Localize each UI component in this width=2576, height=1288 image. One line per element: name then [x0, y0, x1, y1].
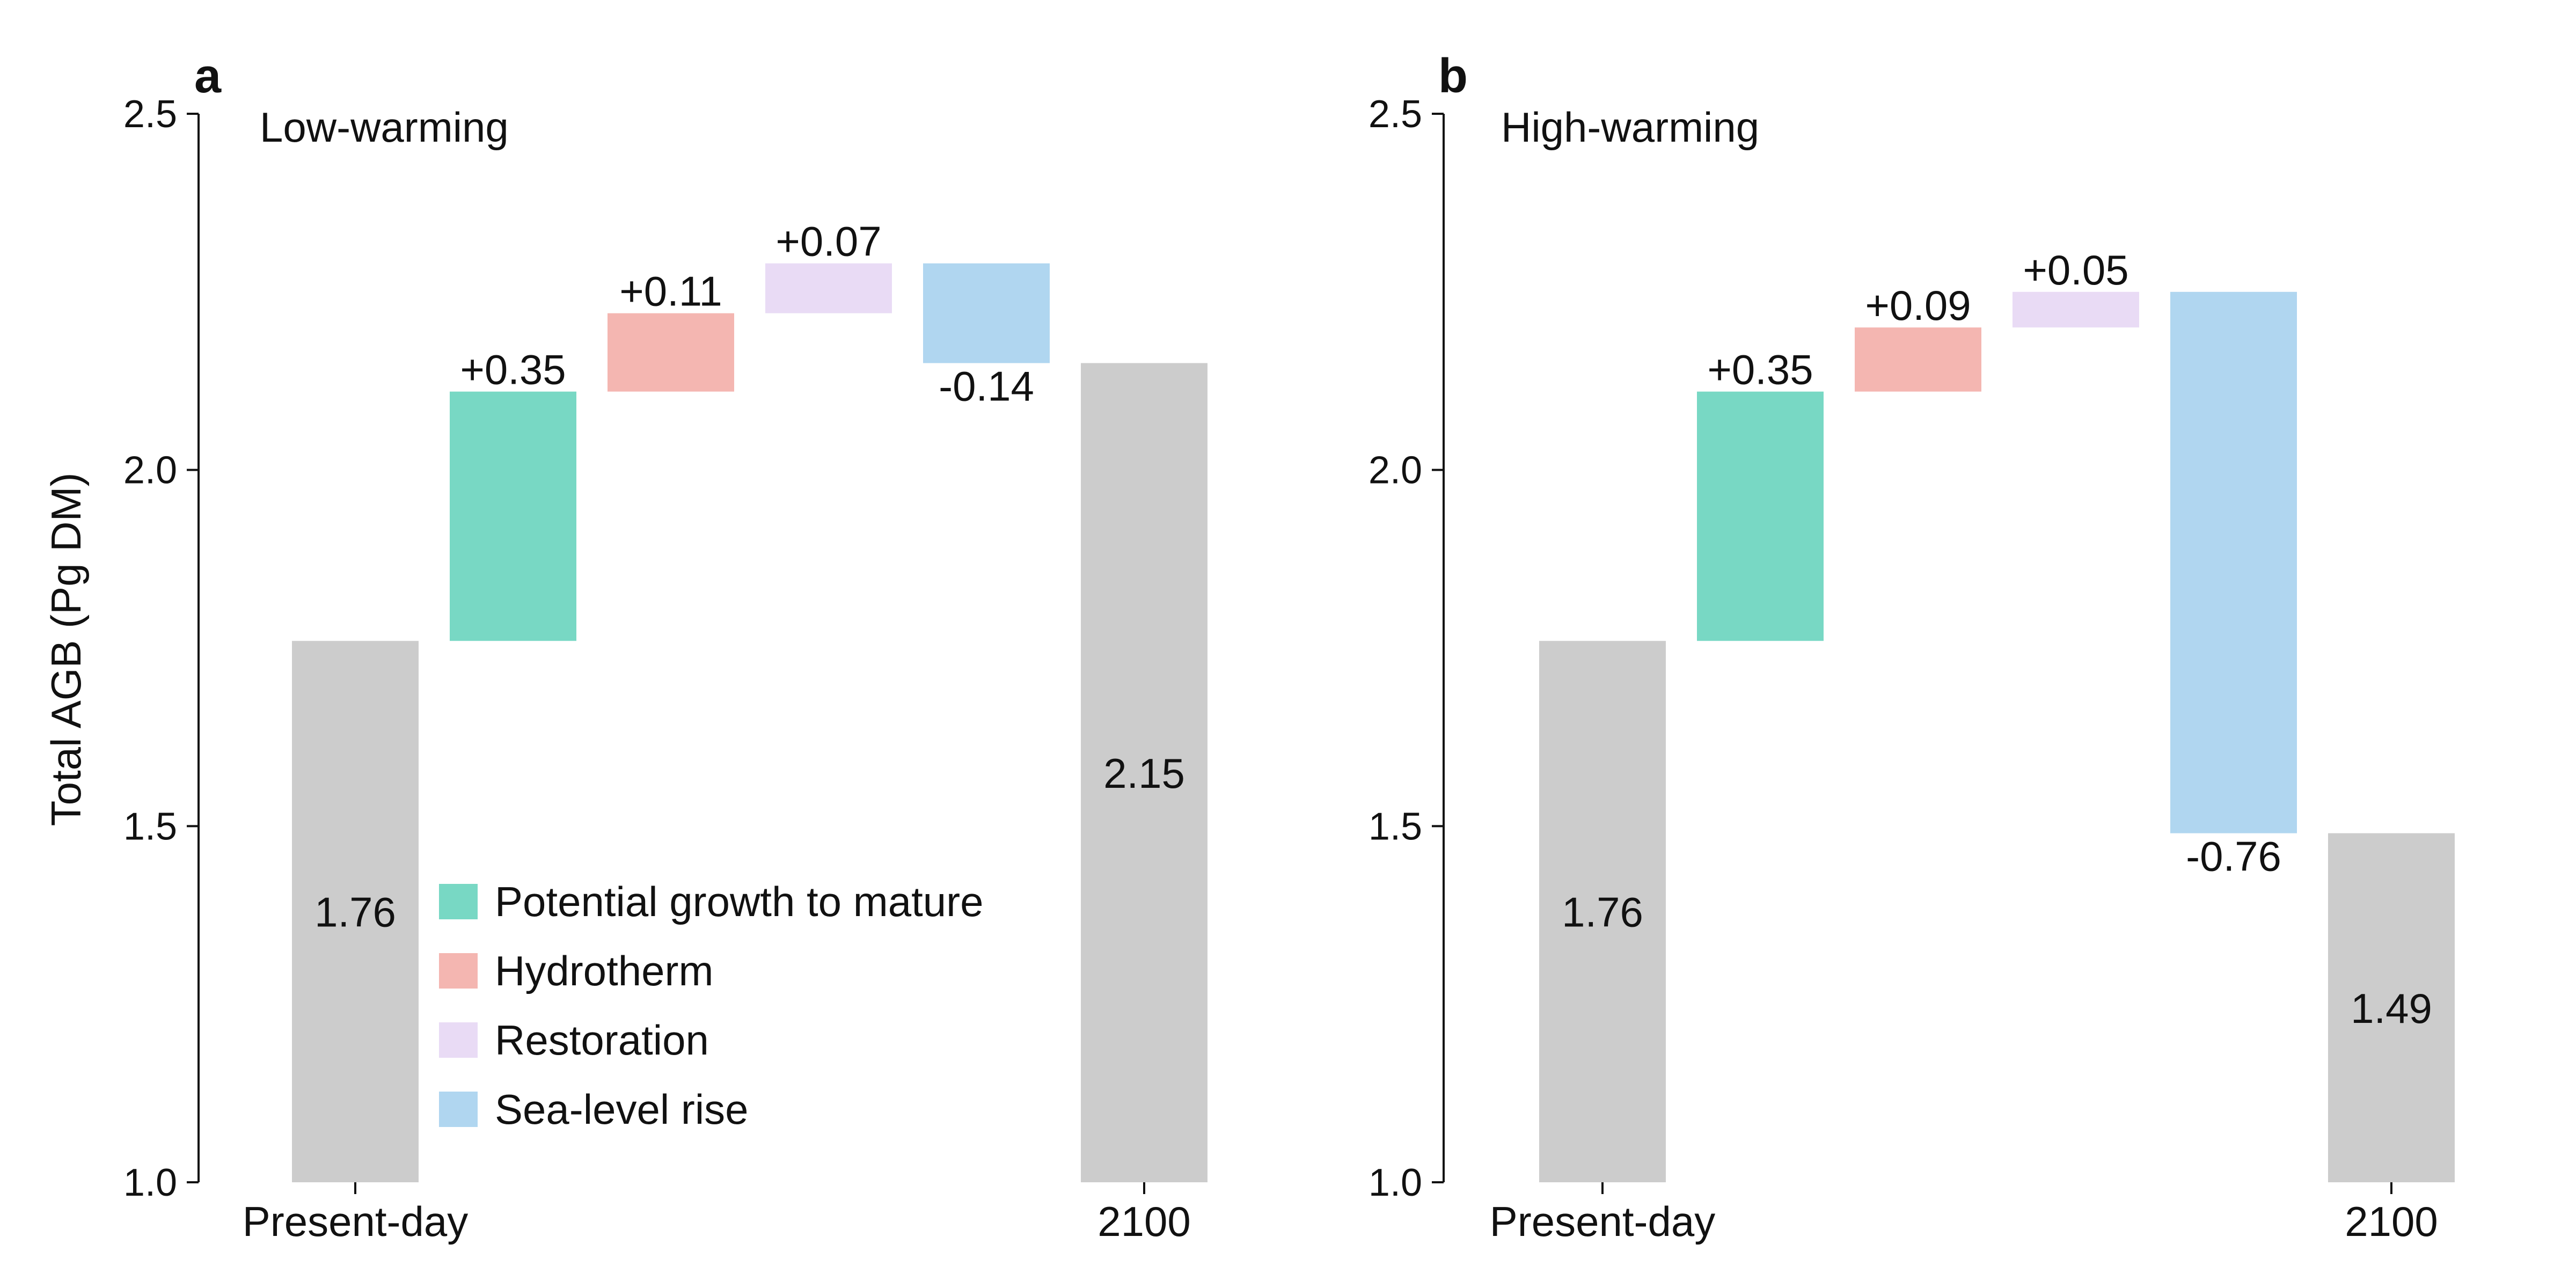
delta-bar	[1855, 327, 1981, 392]
total-bar	[1539, 641, 1666, 1182]
panel-letter-a: a	[194, 49, 222, 103]
bar-value-label: +0.35	[460, 346, 566, 393]
total-bar	[292, 641, 419, 1182]
bar-value-label: +0.09	[1865, 282, 1971, 329]
delta-bar	[450, 391, 576, 641]
bar-value-label: +0.35	[1707, 346, 1813, 393]
delta-bar	[2012, 291, 2139, 328]
x-tick-label: 2100	[1097, 1198, 1191, 1245]
delta-bar	[923, 263, 1050, 363]
x-tick-label: 2100	[2345, 1198, 2438, 1245]
legend-label-restoration: Restoration	[495, 1016, 709, 1064]
legend-label-hydrotherm: Hydrotherm	[495, 947, 713, 994]
y-tick-label: 1.0	[1368, 1161, 1422, 1204]
delta-bar	[608, 313, 734, 392]
legend-swatch-restoration	[439, 1022, 478, 1058]
bar-value-label: +0.11	[619, 268, 722, 315]
y-tick-label: 2.0	[1368, 449, 1422, 492]
total-bar	[2328, 833, 2455, 1182]
bar-value-label: 1.76	[1562, 889, 1643, 936]
bar-value-label: +0.07	[775, 218, 881, 265]
panel-a: a Low-warming Total AGB (Pg DM) 1.0 1.5 2.…	[42, 49, 1208, 1245]
delta-bar	[2170, 291, 2297, 833]
legend-label-sea-level: Sea-level rise	[495, 1086, 749, 1133]
panel-title-a: Low-warming	[260, 104, 509, 151]
y-axis-title: Total AGB (Pg DM)	[42, 473, 90, 826]
x-tick-label: Present-day	[243, 1198, 469, 1245]
panel-letter-b: b	[1438, 49, 1468, 103]
y-axis-a: 1.0 1.5 2.0 2.5	[123, 93, 200, 1204]
delta-bar	[1697, 391, 1824, 641]
bars-a: 1.76 +0.35 +0.11 +0.07 -0.14 2.15	[292, 218, 1208, 1182]
y-tick-label: 1.5	[1368, 805, 1422, 848]
y-tick-label: 2.5	[1368, 93, 1422, 136]
x-axis-b: Present-day 2100	[1490, 1182, 2438, 1245]
bar-value-label: +0.05	[2023, 246, 2128, 294]
delta-bar	[765, 263, 892, 313]
y-tick-label: 1.0	[123, 1161, 177, 1204]
y-tick-label: 2.0	[123, 449, 177, 492]
bars-b: 1.76 +0.35 +0.09 +0.05 -0.76 1.49	[1539, 246, 2455, 1182]
panel-title-b: High-warming	[1501, 104, 1759, 151]
legend-label-growth: Potential growth to mature	[495, 878, 983, 925]
legend-swatch-growth	[439, 884, 478, 919]
y-tick-label: 2.5	[123, 93, 177, 136]
bar-value-label: 2.15	[1103, 750, 1185, 797]
bar-value-label: -0.76	[2186, 833, 2281, 880]
y-tick-label: 1.5	[123, 805, 177, 848]
y-axis-b: 1.0 1.5 2.0 2.5	[1368, 93, 1445, 1204]
bar-value-label: 1.49	[2351, 985, 2432, 1032]
bar-value-label: 1.76	[314, 889, 396, 936]
legend: Potential growth to mature Hydrotherm Re…	[439, 878, 983, 1133]
x-axis-a: Present-day 2100	[243, 1182, 1191, 1245]
x-tick-label: Present-day	[1490, 1198, 1716, 1245]
legend-swatch-sea-level	[439, 1092, 478, 1127]
legend-swatch-hydrotherm	[439, 953, 478, 989]
panel-b: b High-warming 1.0 1.5 2.0 2.5 1.76 +0.35 +0.…	[1368, 49, 2455, 1245]
total-bar	[1081, 363, 1208, 1182]
bar-value-label: -0.14	[939, 363, 1034, 410]
